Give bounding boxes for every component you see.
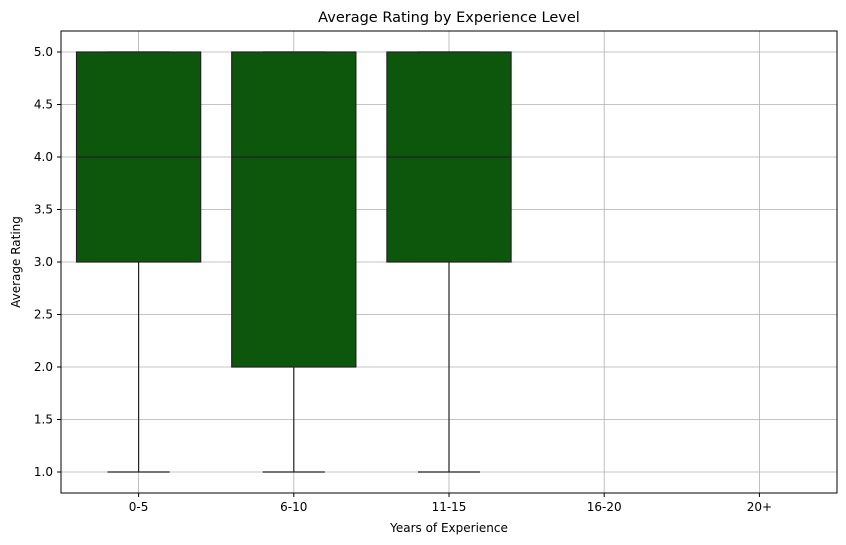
x-axis-label: Years of Experience [389,521,508,535]
tick-layer: 1.0 1.5 2.0 2.5 3.0 3.5 4.0 4.5 5.0 0-5 6-10 11-15 1… [34,45,772,514]
y-tick-label: 2.5 [34,308,53,322]
x-tick-label: 11-15 [432,500,467,514]
x-tick-label: 6-10 [280,500,307,514]
y-tick-label: 5.0 [34,45,53,59]
y-axis-label: Average Rating [9,216,23,308]
y-tick-label: 4.0 [34,150,53,164]
y-tick-label: 4.5 [34,98,53,112]
y-tick-label: 3.0 [34,255,53,269]
box-11-15 [386,51,512,473]
x-tick-label: 0-5 [129,500,149,514]
x-tick-label: 16-20 [587,500,622,514]
box-0-5 [75,51,202,473]
box-6-10 [231,51,357,473]
box-layer [75,51,512,473]
y-tick-label: 3.5 [34,203,53,217]
box-iqr [231,51,357,368]
y-tick-label: 1.0 [34,465,53,479]
y-tick-label: 2.0 [34,360,53,374]
y-tick-label: 1.5 [34,413,53,427]
chart-title: Average Rating by Experience Level [318,10,580,26]
x-tick-label: 20+ [747,500,772,514]
